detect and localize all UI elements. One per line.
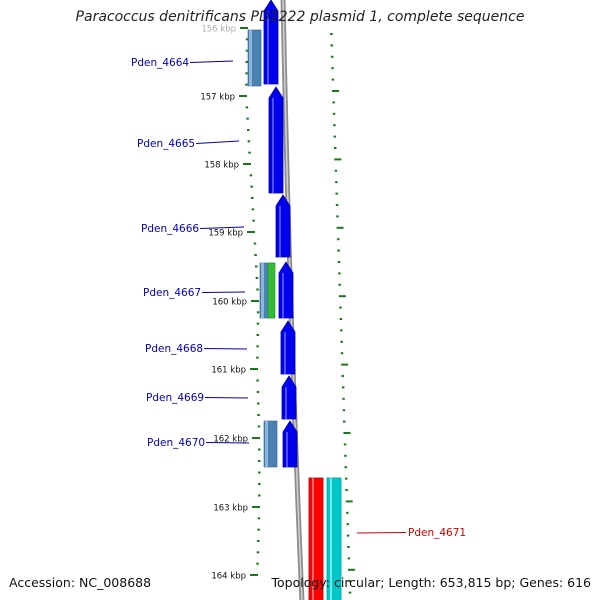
- gene-label-Pden_4665[interactable]: Pden_4665: [137, 138, 195, 150]
- gene-arrow-Pden_4668[interactable]: [280, 320, 296, 375]
- gene-label-Pden_4669[interactable]: Pden_4669: [146, 392, 204, 404]
- accession-label: Accession: NC_008688: [9, 575, 152, 590]
- tick-label: 159 kbp: [208, 229, 243, 239]
- gene-arrow-Pden_4666[interactable]: [275, 194, 291, 258]
- gene-label-Pden_4671[interactable]: Pden_4671: [408, 527, 466, 539]
- gene-leader-line: [200, 226, 245, 229]
- gene-leader-line: [206, 442, 250, 444]
- gene-arrow-Pden_4667[interactable]: [278, 261, 294, 319]
- tick-label: 164 kbp: [211, 572, 246, 582]
- gene-leader-line: [190, 60, 234, 63]
- reverse-strand-genes: [308, 477, 342, 600]
- gene-label-Pden_4670[interactable]: Pden_4670: [147, 437, 205, 449]
- tick-label: 161 kbp: [211, 366, 246, 376]
- tick-label: 160 kbp: [212, 298, 247, 308]
- gene-label-Pden_4668[interactable]: Pden_4668: [145, 343, 203, 355]
- gene-label-Pden_4667[interactable]: Pden_4667: [143, 287, 201, 299]
- gene-leader-line: [196, 140, 240, 144]
- gene-label-Pden_4666[interactable]: Pden_4666: [141, 223, 199, 235]
- kbp-scale: 156 kbp 157 kbp 158 kbp 159 kbp 160 kbp 161 k…: [200, 25, 261, 582]
- gene-labels: Pden_4664 Pden_4665 Pden_4666 Pden_4667 Pden…: [131, 57, 466, 539]
- tick-label: 158 kbp: [204, 161, 239, 171]
- forward-strand-genes: [263, 0, 298, 468]
- gene-leader-line: [205, 397, 249, 399]
- tick-label: 163 kbp: [213, 504, 248, 514]
- gene-label-Pden_4664[interactable]: Pden_4664: [131, 57, 189, 69]
- gene-arrow-Pden_4665[interactable]: [268, 86, 284, 194]
- map-title: Paracoccus denitrificans PD1222 plasmid …: [75, 9, 525, 25]
- tick-label: 157 kbp: [200, 93, 235, 103]
- reverse-strand-scale: [330, 33, 355, 594]
- feature-block[interactable]: [267, 262, 276, 319]
- gene-leader-line: [204, 348, 248, 350]
- gene-leader-line: [202, 291, 246, 293]
- topology-label: Topology: circular; Length: 653,815 bp; …: [271, 575, 592, 590]
- gene-leader-line: [356, 532, 407, 534]
- other-features: [247, 29, 278, 468]
- tick-label: 156 kbp: [201, 25, 236, 35]
- tick-label: 162 kbp: [213, 435, 248, 445]
